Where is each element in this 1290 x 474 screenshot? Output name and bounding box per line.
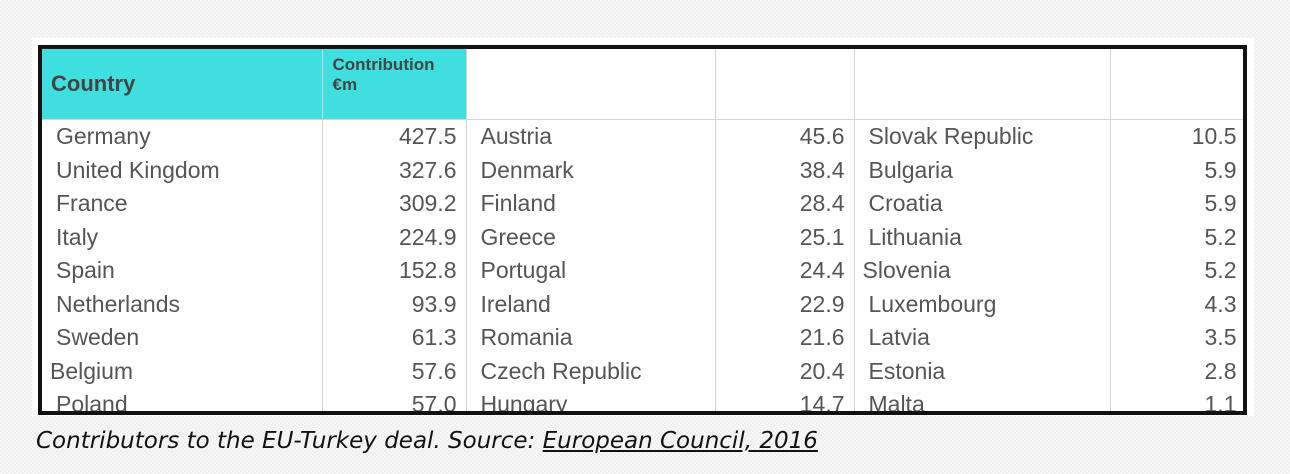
contribution-value-cell: 20.4 [715,354,855,388]
contribution-value-cell: 10.5 [1110,119,1243,154]
contribution-value-cell: 61.3 [322,321,467,355]
contribution-value-cell: 14.7 [715,388,855,411]
country-name-cell: Belgium [42,354,323,388]
contribution-value-cell: 2.8 [1110,354,1243,388]
header-empty-cell [715,49,855,120]
contribution-value-cell: 5.9 [1110,187,1243,221]
header-empty-cell [854,49,1111,120]
country-name-cell: United Kingdom [42,153,323,187]
source-link[interactable]: European Council, 2016 [542,428,818,454]
contribution-value-cell: 21.6 [715,321,855,355]
table-row: Poland 57.0 Hungary 14.7 Malta 1.1 [42,388,1243,411]
country-name-cell: Czech Republic [466,354,716,388]
table-row: Belgium 57.6 Czech Republic 20.4 Estonia… [42,354,1243,388]
country-name-cell: Portugal [466,254,716,288]
table-row: Italy 224.9 Greece 25.1 Lithuania 5.2 [42,220,1243,254]
country-name-cell: Slovak Republic [854,119,1111,154]
country-name-cell: Italy [42,220,323,254]
contribution-value-cell: 3.5 [1110,321,1243,355]
contribution-value-cell: 25.1 [715,220,855,254]
table-row: Germany 427.5 Austria 45.6 Slovak Republ… [42,119,1243,154]
header-empty-cell [1110,49,1243,120]
country-name-cell: Poland [42,388,323,411]
table-row: Sweden 61.3 Romania 21.6 Latvia 3.5 [42,321,1243,355]
country-name-cell: Estonia [854,354,1111,388]
country-name-cell: Lithuania [854,220,1111,254]
table-row: Spain 152.8 Portugal 24.4 Slovenia 5.2 [42,254,1243,288]
table-header-row: Country Contribution €m [42,49,1243,120]
figure-caption: Contributors to the EU-Turkey deal. Sour… [36,428,818,454]
contribution-value-cell: 1.1 [1110,388,1243,411]
country-name-cell: Ireland [466,287,716,321]
country-name-cell: Sweden [42,321,323,355]
contributions-table: Country Contribution €m Germany 427.5 Aus… [42,49,1243,411]
contributions-table-box: Country Contribution €m Germany 427.5 Aus… [38,45,1247,415]
header-empty-cell [466,49,716,120]
country-name-cell: Germany [42,119,323,154]
contribution-value-cell: 38.4 [715,153,855,187]
contribution-value-cell: 22.9 [715,287,855,321]
country-name-cell: Luxembourg [854,287,1111,321]
caption-text: Contributors to the EU-Turkey deal. Sour… [36,428,543,454]
country-name-cell: Finland [466,187,716,221]
contribution-value-cell: 28.4 [715,187,855,221]
contribution-value-cell: 5.2 [1110,220,1243,254]
header-country: Country [42,49,323,120]
country-name-cell: Austria [466,119,716,154]
figure-frame: Country Contribution €m Germany 427.5 Aus… [32,38,1254,416]
country-name-cell: Malta [854,388,1111,411]
contribution-value-cell: 24.4 [715,254,855,288]
table-row: Netherlands 93.9 Ireland 22.9 Luxembourg… [42,287,1243,321]
contribution-value-cell: 5.9 [1110,153,1243,187]
country-name-cell: Spain [42,254,323,288]
country-name-cell: Greece [466,220,716,254]
country-name-cell: Latvia [854,321,1111,355]
table-row: United Kingdom 327.6 Denmark 38.4 Bulgar… [42,153,1243,187]
header-contribution: Contribution €m [322,49,467,120]
country-name-cell: Netherlands [42,287,323,321]
country-name-cell: Croatia [854,187,1111,221]
contribution-value-cell: 4.3 [1110,287,1243,321]
contribution-value-cell: 45.6 [715,119,855,154]
country-name-cell: Romania [466,321,716,355]
contribution-value-cell: 224.9 [322,220,467,254]
country-name-cell: Slovenia [854,254,1111,288]
country-name-cell: Bulgaria [854,153,1111,187]
table-body: Germany 427.5 Austria 45.6 Slovak Republ… [42,119,1243,411]
country-name-cell: Denmark [466,153,716,187]
contribution-value-cell: 93.9 [322,287,467,321]
country-name-cell: France [42,187,323,221]
contribution-value-cell: 309.2 [322,187,467,221]
header-contribution-line2: €m [332,75,358,94]
table-row: France 309.2 Finland 28.4 Croatia 5.9 [42,187,1243,221]
contribution-value-cell: 57.6 [322,354,467,388]
contribution-value-cell: 57.0 [322,388,467,411]
contribution-value-cell: 152.8 [322,254,467,288]
contribution-value-cell: 5.2 [1110,254,1243,288]
contribution-value-cell: 427.5 [322,119,467,154]
header-contribution-line1: Contribution [332,55,435,74]
country-name-cell: Hungary [466,388,716,411]
contribution-value-cell: 327.6 [322,153,467,187]
